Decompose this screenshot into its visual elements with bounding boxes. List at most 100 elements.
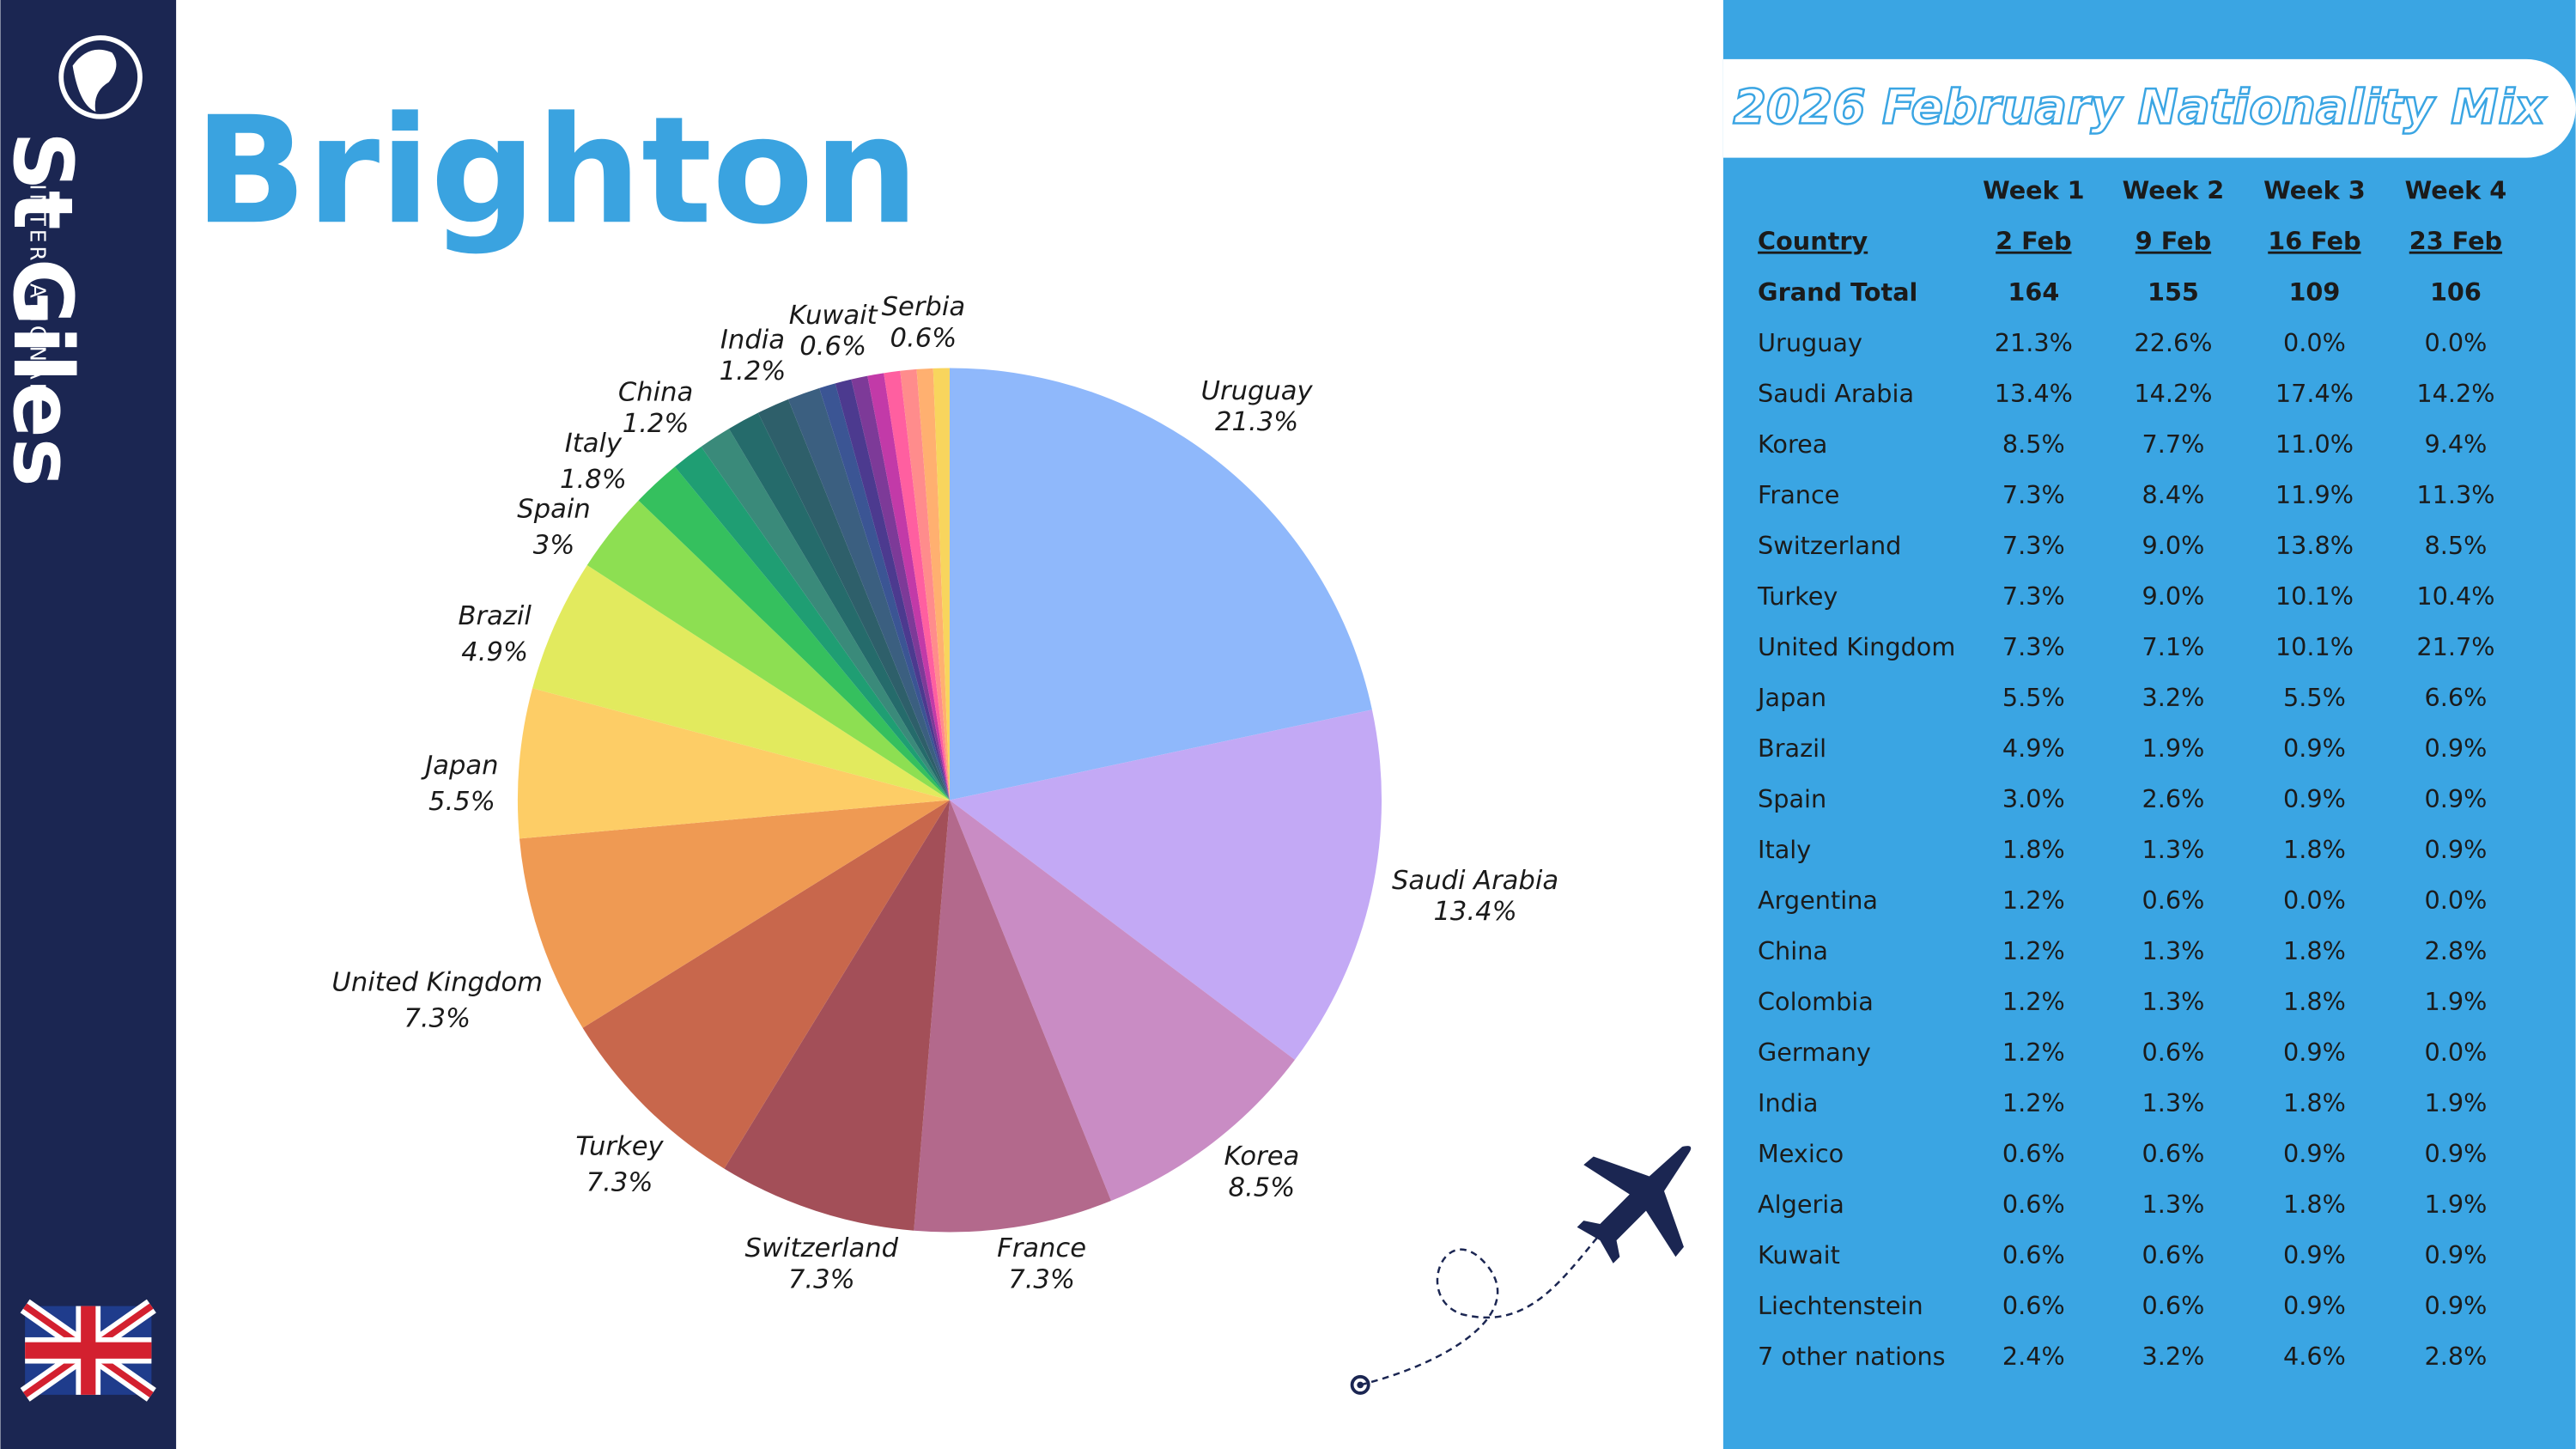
row-label: Korea [1758,429,1827,459]
pie-slice [867,373,950,801]
table-cell: 0.9% [2283,734,2346,763]
table-cell: 0.6% [2002,1190,2065,1219]
table-cell: 5.5% [2002,683,2065,712]
pie-slice [701,429,950,801]
table-cell: 9.0% [2142,581,2204,611]
slice-value-label: 1.2% [720,356,787,387]
slice-value-label: 1.8% [560,465,627,495]
sidebar [0,0,177,1449]
slice-value-label: 4.9% [461,637,528,667]
pie-slice [949,800,1295,1202]
pie-slice [851,375,950,801]
table-cell: 0.6% [2002,1139,2065,1168]
slice-label: India [720,325,785,355]
table-cell: 3.2% [2142,683,2204,712]
table-cell: 1.2% [2002,987,2065,1016]
pie-slice [916,368,950,801]
row-label: France [1758,480,1839,509]
table: Week 1 Week 2 Week 3 Week 4 Country 2 Feb 9 Fe… [1756,175,2506,1371]
table-cell: 1.2% [2002,1088,2065,1117]
table-cell: 8.5% [2424,531,2487,560]
globe-logo [58,35,143,119]
slice-label: Japan [420,751,498,781]
row-label: Algeria [1758,1190,1844,1219]
slice-label: Kuwait [789,301,878,331]
table-cell: 7.7% [2142,429,2204,459]
table-cell: 1.9% [2424,1190,2487,1219]
table-cell: 1.2% [2002,1038,2065,1067]
table-cell: 2.4% [2002,1342,2065,1371]
table-cell: 2.8% [2424,1342,2487,1371]
table-cell: 0.9% [2424,734,2487,763]
table-cell: 0.0% [2283,886,2346,915]
row-label: Mexico [1758,1139,1844,1168]
table-cell: 1.8% [2283,1190,2346,1219]
table-cell: 2.6% [2142,784,2204,813]
table-cell: 0.6% [2142,1139,2204,1168]
table-cell: 7.3% [2002,531,2065,560]
slice-value-label: 7.3% [788,1265,855,1295]
table-cell: 0.0% [2424,328,2487,357]
table-cell: 0.0% [2283,328,2346,357]
row-label: Brazil [1758,734,1826,763]
plane-decoration [1350,1146,1692,1395]
table-cell: 21.7% [2416,632,2494,661]
pie-slice [914,800,1112,1233]
table-cell: 4.6% [2283,1342,2346,1371]
slice-value-label: 0.6% [799,332,866,362]
row-label: Turkey [1757,581,1838,611]
table-cell: 11.0% [2275,429,2354,459]
table-cell: 106 [2430,277,2482,307]
table-cell: 0.9% [2283,784,2346,813]
column-header: 16 Feb [2268,227,2360,256]
slice-value-label: 21.3% [1215,407,1298,437]
table-cell: 1.3% [2142,936,2204,965]
table-cell: 0.6% [2142,1291,2204,1320]
pie-slice [933,368,950,801]
week-header: Week 2 [2123,175,2225,204]
row-label: India [1758,1088,1818,1117]
row-label: United Kingdom [1758,632,1955,661]
table-cell: 0.6% [2002,1240,2065,1269]
table-cell: 0.9% [2283,1139,2346,1168]
slice-label: Korea [1224,1142,1299,1172]
row-label: Liechtenstein [1758,1291,1923,1320]
table-cell: 1.8% [2002,835,2065,864]
table-cell: 1.8% [2283,1088,2346,1117]
table-cell: 0.9% [2424,1291,2487,1320]
column-header: 23 Feb [2409,227,2502,256]
pie-slice [674,447,950,801]
slice-label: United Kingdom [331,967,543,997]
table-cell: 1.2% [2002,886,2065,915]
table-cell: 1.8% [2283,936,2346,965]
table-cell: 2.8% [2424,936,2487,965]
column-header: 9 Feb [2136,227,2211,256]
table-panel [1722,0,2576,1449]
table-cell: 7.3% [2002,581,2065,611]
table-cell: 1.3% [2142,1088,2204,1117]
row-label: Switzerland [1758,531,1901,560]
week-header: Week 3 [2263,175,2366,204]
table-cell: 1.3% [2142,1190,2204,1219]
slice-label: France [997,1233,1086,1263]
week-header: Week 4 [2405,175,2507,204]
row-label: Uruguay [1758,328,1862,357]
row-label: Grand Total [1758,277,1917,307]
table-cell: 0.0% [2424,886,2487,915]
brand-sub: INTERNATIONAL [26,184,51,398]
pie-slice [949,368,1372,801]
table-cell: 0.0% [2424,1038,2487,1067]
brand: St Giles [0,131,91,487]
pie-slice [787,387,950,801]
slice-label: Switzerland [745,1233,899,1263]
pie-slice [586,500,950,801]
table-cell: 0.9% [2424,1240,2487,1269]
table-cell: 8.5% [2002,429,2065,459]
table-cell: 0.9% [2424,835,2487,864]
table-cell: 10.4% [2416,581,2494,611]
row-label: Germany [1758,1038,1871,1067]
table-cell: 4.9% [2002,734,2065,763]
pie-slice [728,412,950,801]
